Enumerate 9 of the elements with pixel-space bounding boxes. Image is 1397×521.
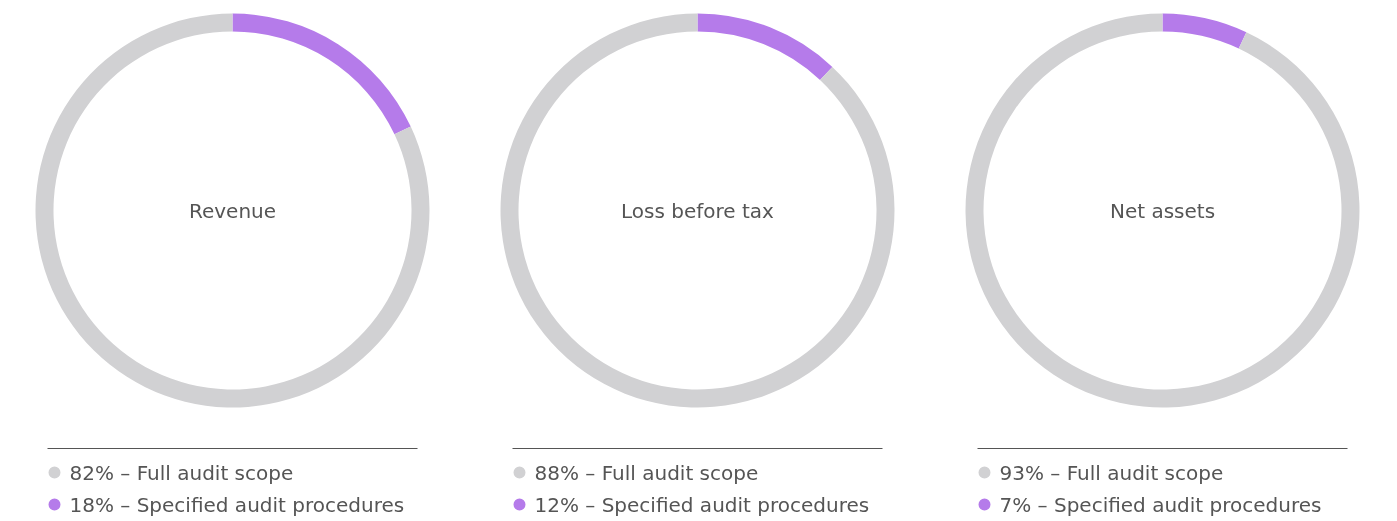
text: Net assets [1109, 198, 1216, 223]
text: Loss before tax [621, 198, 775, 223]
legend-label: 7% – Specified audit procedures [999, 492, 1322, 517]
legend-label: 93% – Full audit scope [999, 460, 1224, 485]
text: Revenue [188, 198, 277, 223]
legend-label: 18% – Specified audit procedures [69, 492, 405, 517]
legend-label: 12% – Specified audit procedures [534, 492, 870, 517]
legend-label: 82% – Full audit scope [69, 460, 294, 485]
legend-label: 88% – Full audit scope [534, 460, 759, 485]
